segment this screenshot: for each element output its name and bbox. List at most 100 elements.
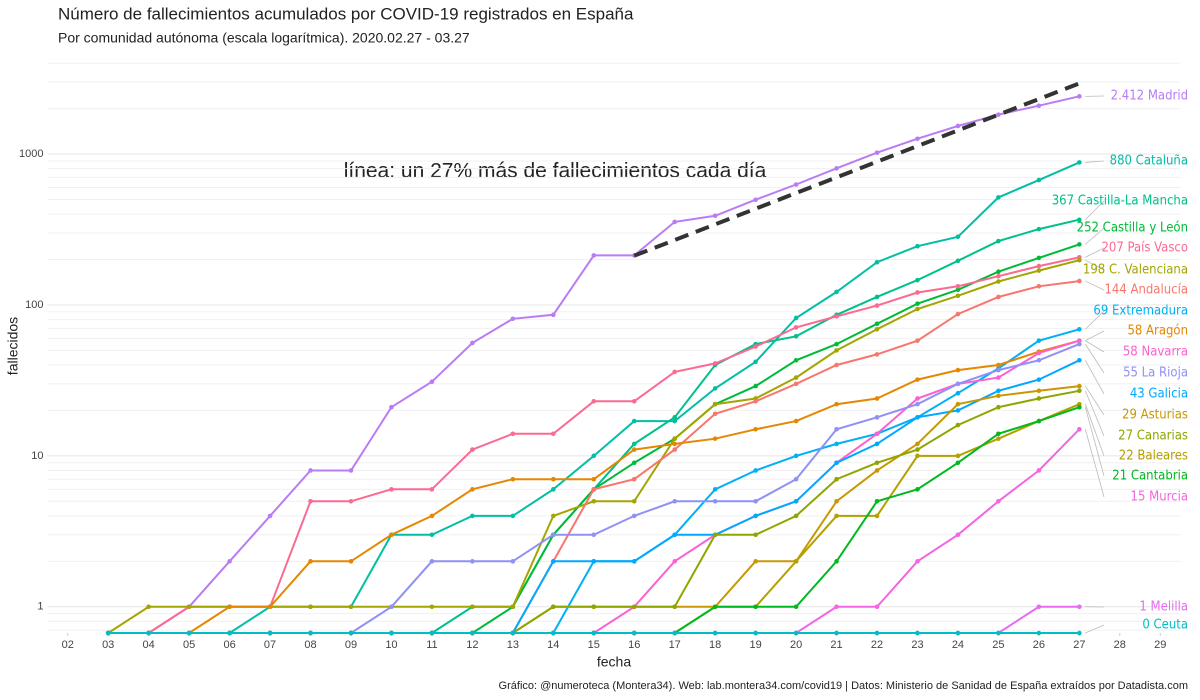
end-label: 144 Andalucía — [1104, 283, 1188, 298]
point — [712, 630, 718, 636]
point — [996, 367, 1001, 373]
point — [915, 487, 920, 492]
point — [631, 418, 637, 424]
x-axis-title: fecha — [597, 654, 631, 670]
x-tick-label: 06 — [223, 639, 235, 651]
end-label: 207 País Vasco — [1101, 241, 1188, 256]
point — [996, 498, 1001, 504]
label-leader — [1085, 247, 1105, 258]
point — [1077, 94, 1082, 99]
x-tick-label: 23 — [911, 639, 923, 651]
point — [874, 468, 880, 473]
point — [631, 398, 637, 404]
point — [793, 453, 799, 459]
point — [551, 487, 556, 492]
point — [834, 341, 839, 347]
point — [955, 401, 961, 407]
point — [955, 630, 961, 636]
point — [712, 436, 718, 441]
series-line — [108, 339, 1080, 634]
end-label: 27 Canarias — [1118, 429, 1188, 444]
point — [996, 238, 1001, 244]
end-label: 43 Galicia — [1130, 387, 1188, 402]
series-line — [108, 406, 1080, 634]
point — [672, 532, 677, 538]
point — [955, 390, 961, 396]
point — [834, 426, 839, 432]
point — [470, 447, 475, 452]
point — [308, 604, 313, 610]
point — [712, 213, 718, 219]
end-label: 15 Murcia — [1131, 490, 1188, 505]
label-leader — [1085, 385, 1105, 416]
point — [429, 630, 435, 636]
series-line — [107, 259, 1080, 634]
point — [1036, 103, 1042, 109]
x-tick-label: 21 — [830, 639, 842, 651]
point — [915, 441, 920, 447]
point — [915, 396, 920, 401]
x-tick-label: 14 — [547, 639, 559, 651]
point — [753, 468, 758, 473]
point — [146, 630, 151, 636]
point — [551, 513, 556, 519]
x-tick-label: 26 — [1033, 639, 1045, 651]
point — [955, 367, 961, 373]
point — [955, 123, 961, 129]
point — [874, 498, 880, 504]
point — [591, 604, 597, 610]
point — [470, 340, 475, 346]
series-line — [108, 605, 1080, 634]
point — [470, 630, 475, 636]
x-tick-label: 02 — [62, 639, 74, 651]
point — [793, 333, 799, 339]
point — [753, 426, 758, 432]
point — [429, 532, 435, 538]
point — [470, 487, 475, 492]
point — [389, 630, 394, 636]
point — [631, 513, 637, 519]
point — [996, 362, 1001, 368]
end-label: 58 Navarra — [1123, 345, 1188, 360]
point — [753, 398, 758, 404]
point — [591, 253, 597, 258]
point — [753, 383, 758, 389]
point — [955, 460, 961, 466]
point — [793, 630, 799, 636]
label-leader — [1085, 624, 1105, 634]
point — [672, 630, 677, 636]
end-label: 58 Aragón — [1127, 324, 1188, 339]
point — [510, 431, 516, 437]
series-line — [108, 256, 1080, 634]
point — [470, 604, 475, 610]
end-label: 55 La Rioja — [1123, 366, 1188, 381]
label-leader — [1085, 343, 1105, 374]
point — [672, 369, 677, 375]
x-tick-label: 28 — [1114, 639, 1126, 651]
point — [267, 513, 273, 519]
point — [793, 498, 799, 504]
point — [793, 182, 799, 187]
point — [1077, 242, 1082, 247]
series-line — [108, 339, 1080, 634]
point — [551, 630, 556, 636]
point — [672, 441, 677, 447]
point — [834, 476, 839, 482]
point — [834, 348, 839, 353]
point — [1036, 604, 1042, 610]
point — [1036, 350, 1042, 356]
point — [874, 396, 880, 401]
point — [834, 289, 839, 295]
point — [712, 487, 718, 492]
point — [1077, 383, 1082, 389]
point — [105, 630, 111, 636]
point — [996, 375, 1001, 380]
point — [429, 559, 435, 564]
label-leader — [1085, 280, 1105, 291]
point — [955, 287, 961, 293]
point — [186, 630, 192, 636]
point — [915, 447, 920, 452]
point — [631, 447, 637, 452]
point — [1077, 630, 1082, 636]
